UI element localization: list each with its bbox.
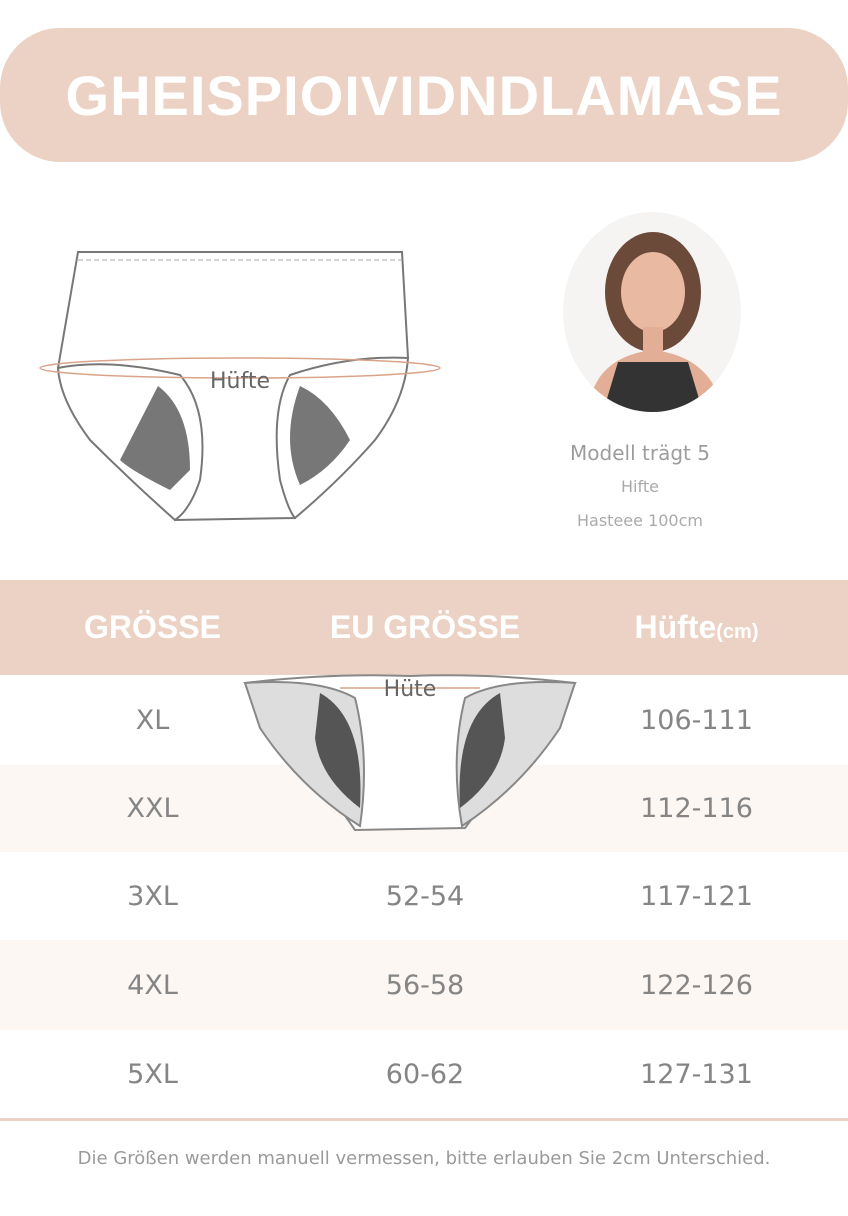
hip-label: Hüfte <box>210 369 270 394</box>
header-hip-label: Hüfte <box>634 609 717 645</box>
cell-hip: 127-131 <box>640 1058 753 1090</box>
cell-eu: 52-54 <box>385 880 465 912</box>
title-banner: GHEISPIOIVIDNDLAMASE <box>0 28 848 162</box>
header-hip: Hüfte(cm) <box>545 609 848 646</box>
model-info-line: Modell trägt 5 <box>570 441 710 465</box>
model-info-line: Hifte <box>621 477 659 496</box>
footer-note: Die Größen werden manuell vermessen, bit… <box>77 1148 771 1169</box>
cell-size: XXL <box>126 793 179 824</box>
model-info-line: Hasteee 100cm <box>577 511 703 530</box>
table-row: XL 106-111 <box>0 675 848 765</box>
cell-size: 4XL <box>127 969 178 1001</box>
page-title: GHEISPIOIVIDNDLAMASE <box>65 63 783 127</box>
cell-size: XL <box>135 704 170 736</box>
table-bottom-rule <box>0 1118 848 1121</box>
cell-eu: 56-58 <box>385 969 465 1001</box>
model-photo <box>563 212 741 412</box>
table-row: 4XL 56-58 122-126 <box>0 940 848 1030</box>
overlay-hip-label: Hüte <box>384 677 437 702</box>
cell-hip: 112-116 <box>640 793 753 824</box>
cell-hip: 106-111 <box>640 704 753 736</box>
cell-size: 5XL <box>127 1058 178 1090</box>
cell-eu: 60-62 <box>385 1058 465 1090</box>
table-row: 5XL 60-62 127-131 <box>0 1030 848 1118</box>
model-info: Modell trägt 5 Hifte Hasteee 100cm <box>540 436 740 538</box>
header-hip-unit: (cm) <box>716 621 759 643</box>
table-row: 3XL 52-54 117-121 <box>0 852 848 940</box>
underwear-overlay-image: Hüte <box>243 674 577 832</box>
header-size: GRÖSSE <box>84 609 221 645</box>
cell-size: 3XL <box>127 880 178 912</box>
header-eu-size: EU GRÖSSE <box>329 609 521 645</box>
cell-hip: 117-121 <box>640 880 753 912</box>
cell-hip: 122-126 <box>640 969 753 1001</box>
underwear-diagram: Hüfte <box>39 251 441 522</box>
table-header: GRÖSSE EU GRÖSSE Hüfte(cm) <box>0 580 848 675</box>
